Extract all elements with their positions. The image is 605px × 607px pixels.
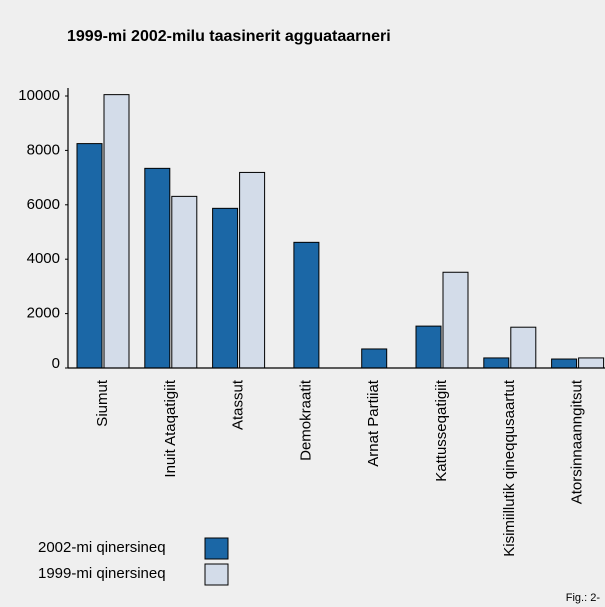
- bar: [510, 326, 537, 369]
- legend-swatch: [204, 537, 229, 560]
- legend-label: 2002-mi qinersineq: [38, 539, 166, 556]
- x-tick-label: Kisimiillutik qineqqusaartut: [501, 379, 518, 557]
- bar: [239, 171, 266, 369]
- y-tick-label: 6000: [27, 196, 60, 213]
- bar: [293, 241, 320, 369]
- x-tick-label: Atassut: [230, 379, 247, 430]
- y-tick-label: 0: [52, 355, 60, 372]
- x-tick-label: Kattusseqatigiit: [433, 379, 450, 482]
- chart-title: 1999-mi 2002-milu taasinerit agguataarne…: [67, 28, 391, 45]
- x-tick-label: Inuit Ataqatigiit: [162, 379, 179, 477]
- bar: [483, 357, 510, 369]
- y-tick-label: 4000: [27, 250, 60, 267]
- x-tick-label: Atorsinnaanngitsut: [569, 379, 586, 504]
- bar: [171, 195, 198, 369]
- x-tick-label: Demokraatit: [297, 379, 314, 461]
- figure-note: Fig.: 2-: [566, 592, 601, 604]
- legend-label: 1999-mi qinersineq: [38, 565, 166, 582]
- bar: [212, 207, 239, 369]
- bar: [551, 358, 578, 369]
- bar: [361, 348, 388, 369]
- bar: [415, 325, 442, 369]
- legend-swatch: [204, 563, 229, 586]
- bar: [578, 357, 605, 369]
- bar: [442, 271, 469, 369]
- y-tick-label: 10000: [18, 87, 60, 104]
- bar: [103, 94, 130, 369]
- x-tick-label: Arnat Partiiat: [365, 379, 382, 467]
- y-tick-label: 2000: [27, 305, 60, 322]
- bar: [76, 143, 103, 369]
- bar: [144, 167, 171, 369]
- x-tick-label: Siumut: [94, 379, 111, 427]
- y-tick-label: 8000: [27, 141, 60, 158]
